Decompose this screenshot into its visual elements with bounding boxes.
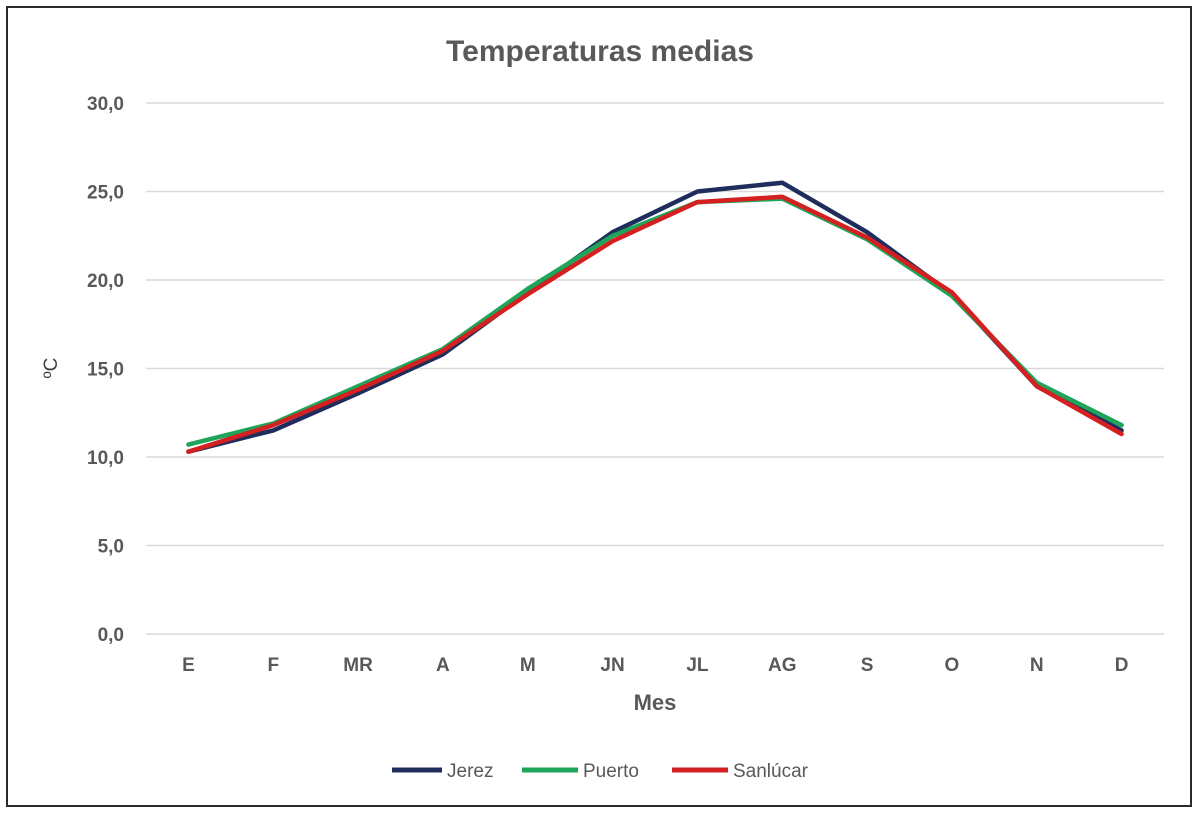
gridlines [146,102,1164,635]
x-tick-label: O [945,655,960,676]
legend-label: Sanlúcar [733,761,809,782]
x-tick-label: A [436,655,450,676]
legend-label: Puerto [583,761,639,782]
legend: Jerez Puerto Sanlúcar [392,761,809,782]
y-tick-label: 15,0 [87,360,124,381]
y-tick-label: 25,0 [87,183,124,204]
x-tick-label: E [182,655,195,676]
legend-item: Jerez [392,761,493,782]
chart-title: Temperaturas medias [446,35,754,68]
legend-item: Sanlúcar [672,761,809,782]
y-axis-title: ºC [41,358,62,379]
y-tick-label: 10,0 [87,448,124,469]
x-tick-label: S [861,655,874,676]
y-tick-label: 20,0 [87,271,124,292]
series-line-sanlúcar [186,194,1124,454]
x-tick-label: JL [686,655,709,676]
x-tick-label: JN [600,655,624,676]
x-tick-label: N [1030,655,1044,676]
chart-frame [6,6,1192,807]
x-tick-label: F [267,655,279,676]
y-tick-label: 0,0 [98,625,124,646]
y-tick-label: 30,0 [87,94,124,115]
y-tick-labels: 0,0 5,0 10,0 15,0 20,0 25,0 30,0 [87,94,124,646]
x-tick-label: MR [343,655,373,676]
legend-item: Puerto [522,761,639,782]
x-tick-label: M [520,655,536,676]
x-tick-label: AG [768,655,797,676]
legend-label: Jerez [447,761,493,782]
x-tick-labels: E F MR A M JN JL AG S O N D [182,655,1128,676]
y-tick-label: 5,0 [98,537,124,558]
series-lines [186,180,1124,454]
x-axis-title: Mes [634,690,677,715]
x-tick-label: D [1115,655,1129,676]
